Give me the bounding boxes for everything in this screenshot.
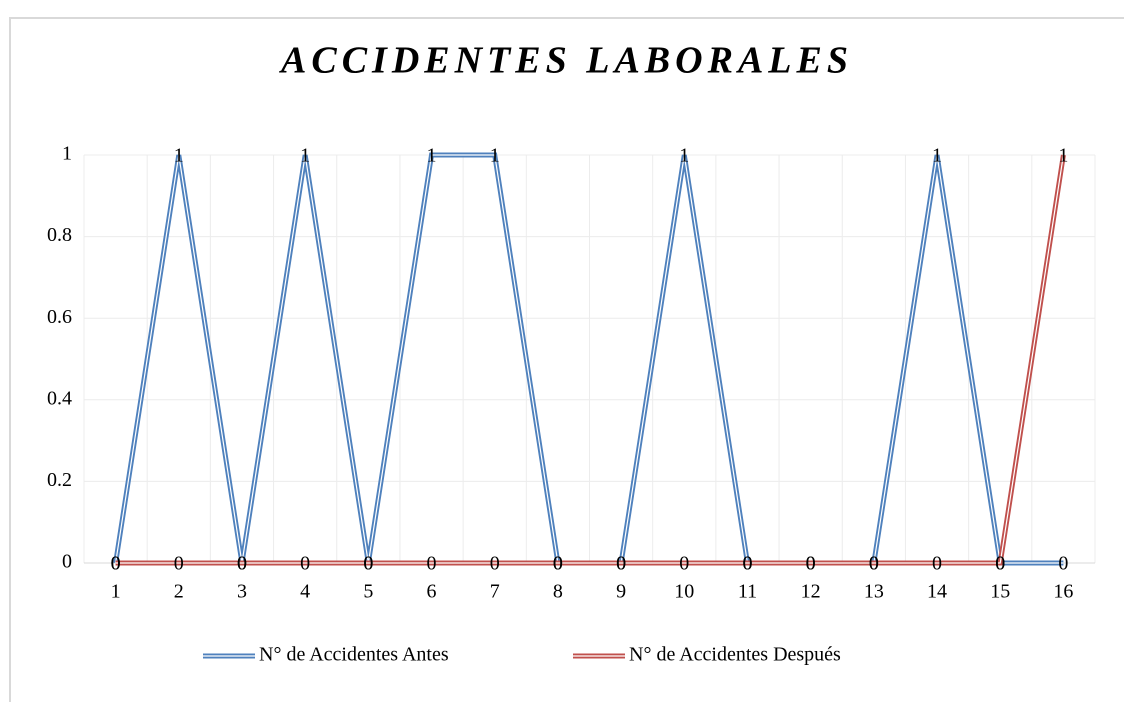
data-label: 1 xyxy=(490,145,500,167)
x-tick-label: 6 xyxy=(427,581,437,603)
data-label: 0 xyxy=(932,553,942,575)
data-label: 0 xyxy=(995,553,1005,575)
data-label: 1 xyxy=(174,145,184,167)
data-label: 0 xyxy=(553,553,563,575)
data-label: 0 xyxy=(174,553,184,575)
y-tick-label: 0.2 xyxy=(47,469,72,491)
data-label: 1 xyxy=(300,145,310,167)
x-tick-label: 4 xyxy=(300,581,310,603)
y-tick-label: 0.6 xyxy=(47,306,72,328)
data-label: 0 xyxy=(806,553,816,575)
data-label: 0 xyxy=(363,553,373,575)
y-tick-label: 0.8 xyxy=(47,224,72,246)
y-tick-label: 0.4 xyxy=(47,387,72,409)
legend-label: N° de Accidentes Antes xyxy=(259,644,449,666)
data-label: 0 xyxy=(616,553,626,575)
x-tick-label: 2 xyxy=(174,581,184,603)
x-tick-label: 12 xyxy=(801,581,821,603)
x-tick-label: 14 xyxy=(927,581,947,603)
x-tick-label: 5 xyxy=(363,581,373,603)
data-label: 0 xyxy=(742,553,752,575)
y-tick-label: 1 xyxy=(62,143,72,165)
data-label: 0 xyxy=(806,553,816,575)
data-label: 0 xyxy=(111,553,121,575)
x-tick-label: 16 xyxy=(1053,581,1073,603)
chart-border xyxy=(9,17,1124,702)
x-tick-label: 7 xyxy=(490,581,500,603)
data-label: 0 xyxy=(237,553,247,575)
x-tick-label: 13 xyxy=(864,581,884,603)
data-label: 0 xyxy=(995,553,1005,575)
data-label: 0 xyxy=(427,553,437,575)
data-label: 0 xyxy=(490,553,500,575)
legend-label: N° de Accidentes Después xyxy=(629,644,841,666)
data-label: 1 xyxy=(427,145,437,167)
data-label: 0 xyxy=(300,553,310,575)
chart-title: ACCIDENTES LABORALES xyxy=(279,40,853,82)
x-tick-label: 11 xyxy=(738,581,757,603)
x-tick-label: 8 xyxy=(553,581,563,603)
data-label: 0 xyxy=(869,553,879,575)
data-label: 0 xyxy=(742,553,752,575)
data-label: 0 xyxy=(237,553,247,575)
y-tick-label: 0 xyxy=(62,551,72,573)
data-label: 0 xyxy=(616,553,626,575)
x-tick-label: 15 xyxy=(990,581,1010,603)
data-label: 0 xyxy=(679,553,689,575)
x-tick-label: 1 xyxy=(111,581,121,603)
data-label: 0 xyxy=(111,553,121,575)
data-label: 1 xyxy=(932,145,942,167)
data-label: 0 xyxy=(363,553,373,575)
data-label: 0 xyxy=(553,553,563,575)
data-label: 0 xyxy=(1058,553,1068,575)
x-tick-label: 3 xyxy=(237,581,247,603)
data-label: 1 xyxy=(1058,145,1068,167)
data-label: 1 xyxy=(679,145,689,167)
data-label: 0 xyxy=(869,553,879,575)
x-tick-label: 9 xyxy=(616,581,626,603)
series-line-inner xyxy=(115,154,1065,564)
x-tick-label: 10 xyxy=(674,581,694,603)
